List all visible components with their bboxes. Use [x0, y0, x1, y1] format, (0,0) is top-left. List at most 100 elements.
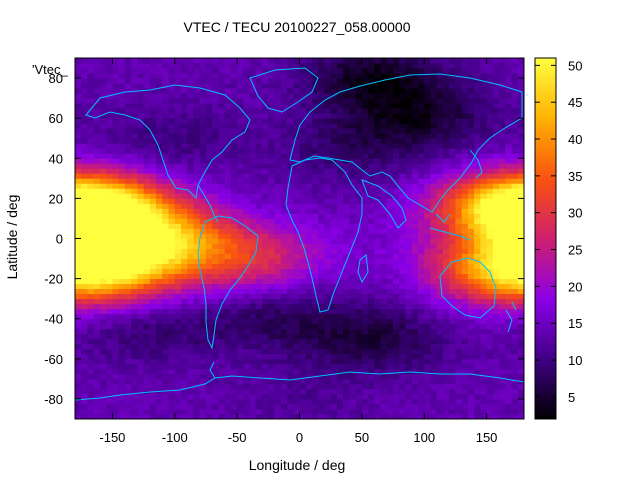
heatmap-cell [311, 78, 319, 84]
heatmap-cell [399, 153, 406, 159]
heatmap-cell [324, 138, 332, 144]
heatmap-cell [474, 383, 481, 390]
heatmap-cell [355, 118, 363, 124]
heatmap-cell [193, 383, 201, 390]
heatmap-cell [355, 78, 363, 84]
heatmap-cell [93, 343, 101, 350]
heatmap-cell [474, 358, 481, 365]
heatmap-cell [193, 128, 201, 134]
heatmap-cell [424, 408, 431, 415]
heatmap-cell [112, 138, 120, 144]
heatmap-cell [430, 173, 438, 179]
heatmap-cell [499, 323, 506, 330]
heatmap-cell [436, 78, 444, 84]
heatmap-cell [305, 78, 313, 84]
heatmap-cell [430, 288, 438, 295]
heatmap-cell [343, 148, 350, 154]
heatmap-cell [131, 383, 138, 390]
heatmap-cell [249, 198, 257, 204]
heatmap-cell [137, 318, 144, 325]
heatmap-cell [293, 168, 300, 174]
heatmap-cell [361, 193, 369, 199]
heatmap-cell [380, 388, 388, 395]
heatmap-cell [249, 403, 257, 410]
heatmap-cell [355, 363, 363, 370]
heatmap-cell [492, 143, 500, 149]
heatmap-cell [193, 363, 201, 370]
heatmap-cell [343, 368, 350, 375]
heatmap-cell [218, 248, 226, 254]
heatmap-cell [99, 83, 107, 89]
heatmap-cell [492, 373, 500, 380]
heatmap-cell [205, 58, 213, 64]
heatmap-cell [343, 298, 350, 305]
heatmap-cell [455, 133, 463, 139]
heatmap-cell [112, 98, 120, 104]
heatmap-cell [374, 58, 381, 64]
heatmap-cell [467, 208, 475, 214]
heatmap-cell [131, 193, 138, 199]
heatmap-cell [499, 103, 506, 109]
heatmap-cell [424, 253, 431, 259]
heatmap-cell [424, 118, 431, 124]
heatmap-cell [449, 283, 456, 290]
heatmap-cell [293, 153, 300, 159]
heatmap-cell [455, 108, 463, 114]
heatmap-cell [461, 413, 469, 419]
heatmap-cell [168, 173, 176, 179]
heatmap-cell [405, 323, 413, 330]
heatmap-cell [449, 203, 456, 209]
heatmap-cell [124, 118, 132, 124]
heatmap-cell [411, 273, 419, 280]
heatmap-cell [430, 338, 438, 345]
heatmap-cell [336, 138, 344, 144]
heatmap-cell [255, 208, 263, 214]
heatmap-cell [455, 158, 463, 164]
heatmap-cell [349, 278, 357, 285]
heatmap-cell [181, 188, 188, 194]
heatmap-cell [311, 398, 319, 405]
heatmap-cell [436, 93, 444, 99]
heatmap-cell [430, 393, 438, 400]
heatmap-cell [467, 333, 475, 340]
heatmap-cell [149, 348, 157, 355]
heatmap-cell [262, 268, 269, 274]
heatmap-cell [193, 288, 201, 295]
heatmap-cell [112, 238, 120, 244]
heatmap-cell [411, 278, 419, 285]
heatmap-cell [280, 198, 288, 204]
heatmap-cell [380, 233, 388, 239]
heatmap-cell [480, 193, 487, 199]
heatmap-cell [293, 333, 300, 340]
heatmap-cell [168, 338, 176, 345]
heatmap-cell [324, 73, 332, 79]
heatmap-cell [486, 103, 494, 109]
heatmap-cell [87, 298, 95, 305]
heatmap-cell [75, 263, 82, 269]
heatmap-cell [118, 363, 126, 370]
heatmap-cell [424, 308, 431, 315]
heatmap-cell [162, 123, 169, 129]
heatmap-cell [181, 293, 188, 300]
heatmap-cell [374, 328, 381, 335]
heatmap-cell [449, 353, 456, 360]
heatmap-cell [336, 133, 344, 139]
heatmap-cell [149, 58, 157, 64]
heatmap-cell [324, 273, 332, 280]
heatmap-cell [499, 148, 506, 154]
heatmap-cell [249, 388, 257, 395]
heatmap-cell [361, 223, 369, 229]
heatmap-cell [262, 183, 269, 189]
heatmap-cell [455, 223, 463, 229]
heatmap-cell [336, 368, 344, 375]
heatmap-cell [75, 298, 82, 305]
heatmap-cell [349, 88, 357, 94]
heatmap-cell [343, 408, 350, 415]
heatmap-cell [187, 168, 194, 174]
heatmap-cell [262, 163, 269, 169]
heatmap-cell [399, 118, 406, 124]
heatmap-cell [249, 353, 257, 360]
heatmap-cell [99, 193, 107, 199]
heatmap-cell [81, 268, 88, 274]
heatmap-cell [93, 338, 101, 345]
